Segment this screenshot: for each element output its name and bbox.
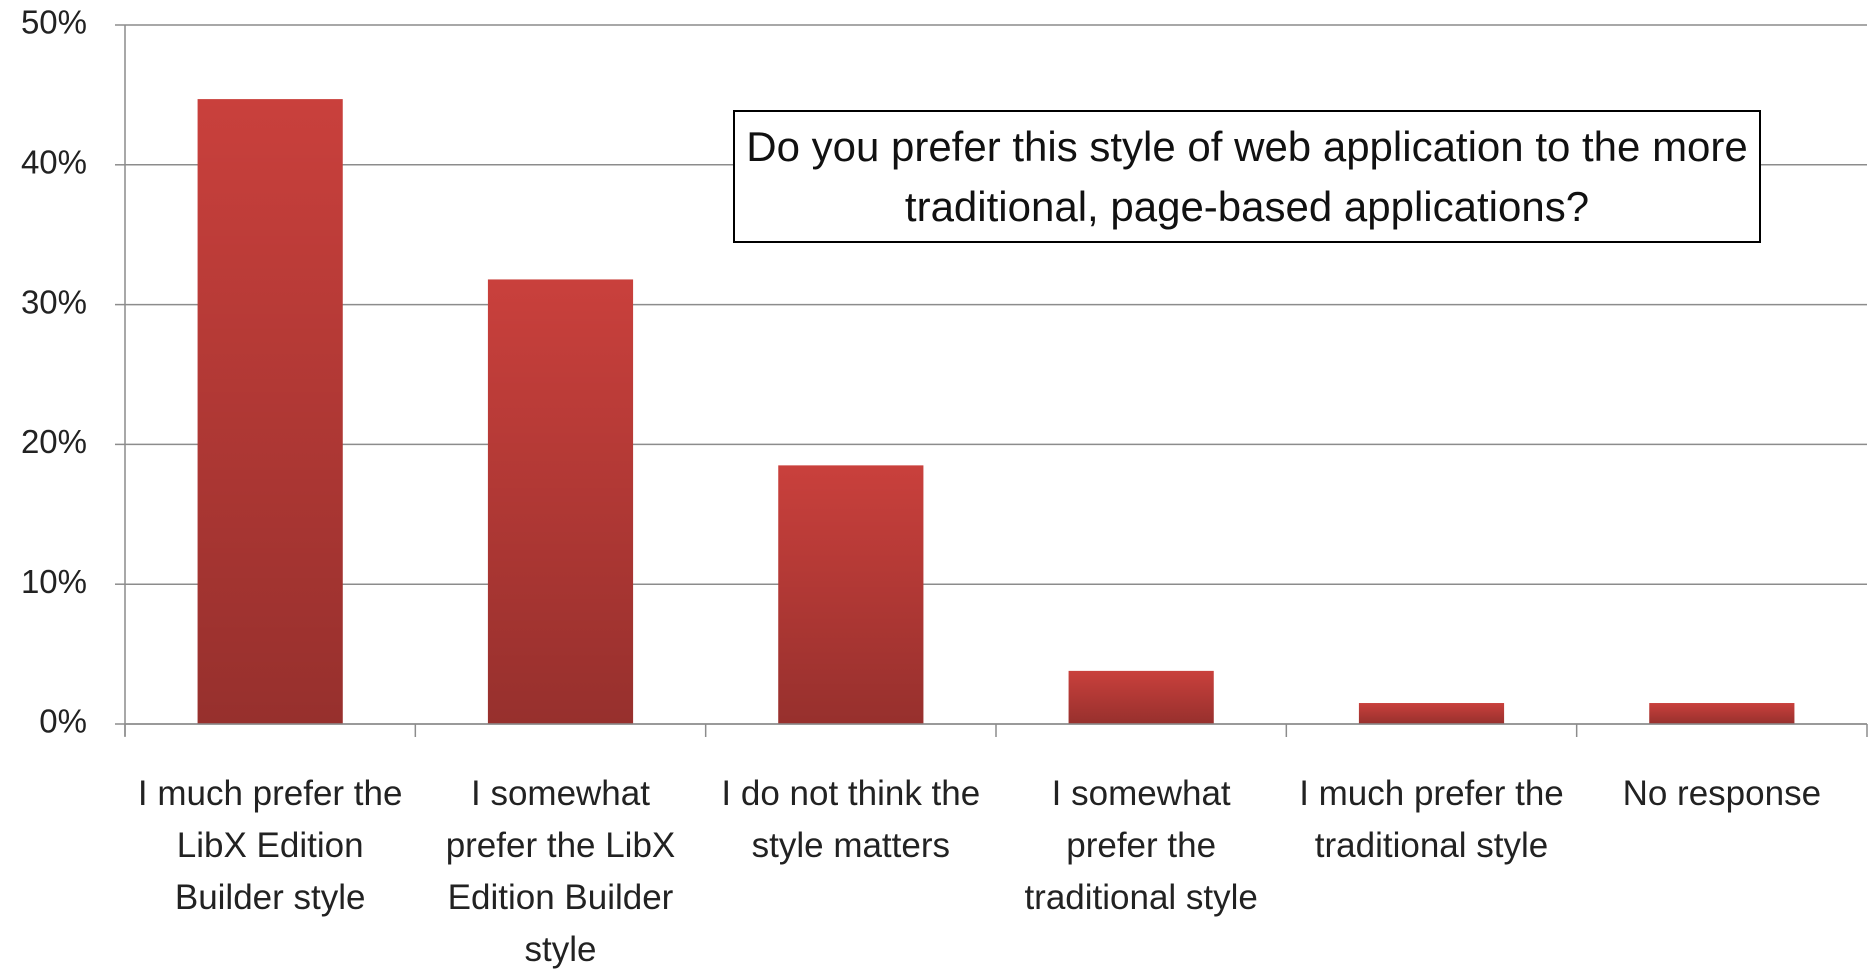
bar-shade bbox=[1649, 703, 1795, 724]
chart-title: Do you prefer this style of web applicat… bbox=[733, 110, 1761, 243]
bar-shade bbox=[778, 465, 924, 724]
y-tick-label: 40% bbox=[21, 144, 87, 181]
y-tick-label: 30% bbox=[21, 283, 87, 320]
bar-shade bbox=[1358, 703, 1505, 724]
y-tick-label: 50% bbox=[21, 4, 87, 41]
y-tick-label: 0% bbox=[39, 703, 87, 740]
y-tick-label: 10% bbox=[21, 563, 87, 600]
bar-shade bbox=[197, 99, 343, 725]
bar-shade bbox=[487, 279, 634, 724]
x-tick-label: I somewhat prefer the LibX Edition Build… bbox=[445, 774, 676, 969]
x-tick-label: I do not think the style matters bbox=[721, 774, 981, 865]
x-tick-label: I much prefer the traditional style bbox=[1299, 774, 1564, 865]
y-tick-label: 20% bbox=[21, 423, 87, 460]
x-tick-label: I somewhat prefer the traditional style bbox=[1024, 774, 1258, 917]
bar-shade bbox=[1068, 670, 1214, 724]
x-tick-label: No response bbox=[1622, 774, 1822, 813]
x-tick-label: I much prefer the LibX Edition Builder s… bbox=[137, 774, 403, 917]
